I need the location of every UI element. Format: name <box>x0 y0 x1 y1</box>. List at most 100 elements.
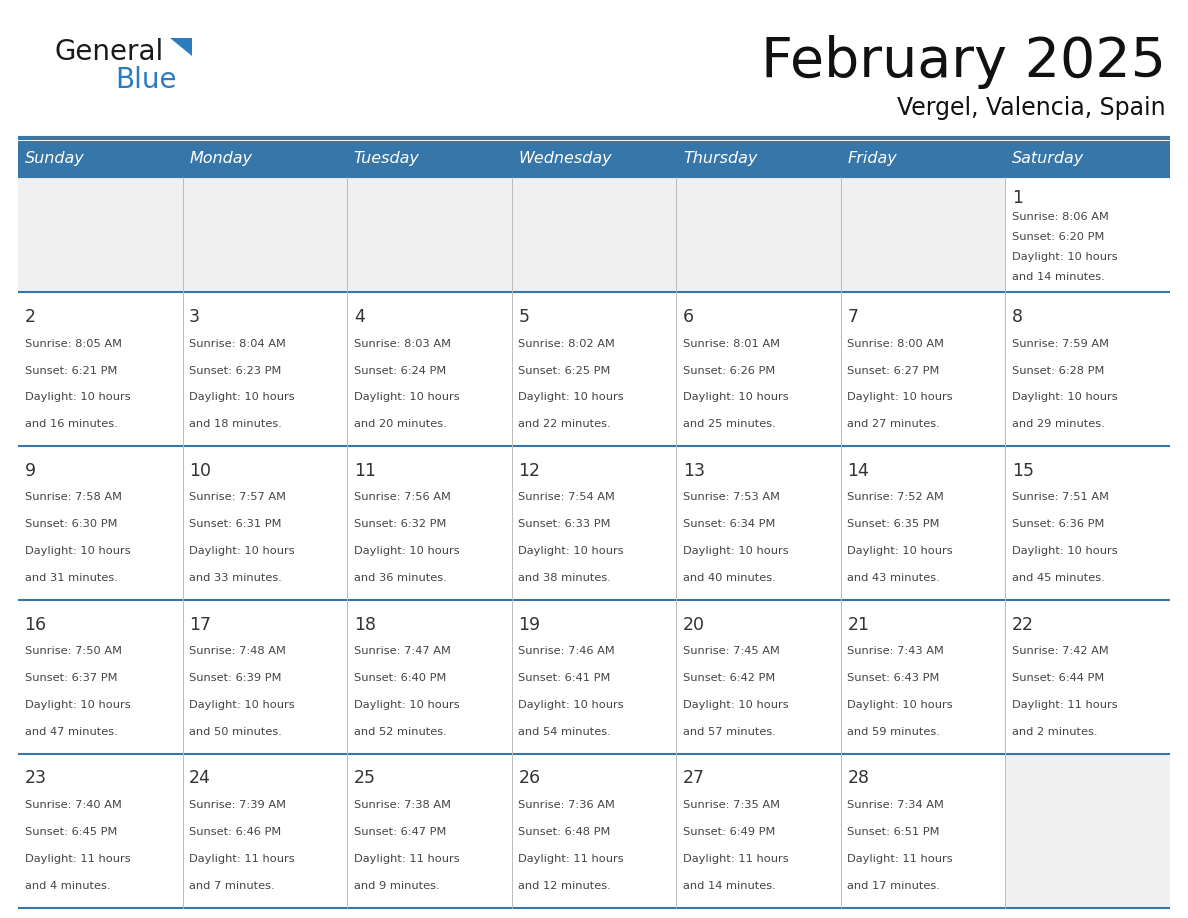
Text: 9: 9 <box>25 462 36 480</box>
Text: and 38 minutes.: and 38 minutes. <box>518 573 611 583</box>
Bar <box>183 293 347 446</box>
Text: Sunset: 6:27 PM: Sunset: 6:27 PM <box>847 365 940 375</box>
Text: Friday: Friday <box>847 151 897 166</box>
Text: Sunrise: 7:57 AM: Sunrise: 7:57 AM <box>189 492 286 502</box>
Text: Sunset: 6:35 PM: Sunset: 6:35 PM <box>847 520 940 530</box>
Text: Daylight: 11 hours: Daylight: 11 hours <box>354 854 460 864</box>
Text: Sunset: 6:20 PM: Sunset: 6:20 PM <box>1012 232 1105 241</box>
Text: and 50 minutes.: and 50 minutes. <box>189 727 282 737</box>
Text: 21: 21 <box>847 616 870 633</box>
Text: Sunrise: 7:59 AM: Sunrise: 7:59 AM <box>1012 339 1110 349</box>
Text: Daylight: 10 hours: Daylight: 10 hours <box>847 546 953 556</box>
Text: 17: 17 <box>189 616 211 633</box>
Text: and 43 minutes.: and 43 minutes. <box>847 573 940 583</box>
Text: 13: 13 <box>683 462 704 480</box>
Text: and 52 minutes.: and 52 minutes. <box>354 727 447 737</box>
Text: Sunset: 6:21 PM: Sunset: 6:21 PM <box>25 365 116 375</box>
Text: Daylight: 10 hours: Daylight: 10 hours <box>1012 546 1118 556</box>
Text: and 14 minutes.: and 14 minutes. <box>1012 273 1105 282</box>
Text: Sunset: 6:25 PM: Sunset: 6:25 PM <box>518 365 611 375</box>
Text: Thursday: Thursday <box>683 151 757 166</box>
Bar <box>183 600 347 754</box>
Text: General: General <box>55 38 164 66</box>
Text: Daylight: 11 hours: Daylight: 11 hours <box>518 854 624 864</box>
Text: Sunset: 6:45 PM: Sunset: 6:45 PM <box>25 827 116 837</box>
Text: Daylight: 10 hours: Daylight: 10 hours <box>683 546 789 556</box>
Bar <box>18 446 183 600</box>
Bar <box>183 177 347 293</box>
Text: Sunset: 6:31 PM: Sunset: 6:31 PM <box>189 520 282 530</box>
Text: Daylight: 10 hours: Daylight: 10 hours <box>683 700 789 711</box>
Text: Daylight: 10 hours: Daylight: 10 hours <box>354 546 460 556</box>
Text: Sunrise: 7:43 AM: Sunrise: 7:43 AM <box>847 646 944 656</box>
Text: and 17 minutes.: and 17 minutes. <box>847 881 941 891</box>
Text: 5: 5 <box>518 308 530 326</box>
Bar <box>18 600 183 754</box>
Text: Daylight: 10 hours: Daylight: 10 hours <box>354 700 460 711</box>
Text: and 31 minutes.: and 31 minutes. <box>25 573 118 583</box>
Text: 3: 3 <box>189 308 200 326</box>
Text: Monday: Monday <box>189 151 252 166</box>
Text: Sunset: 6:34 PM: Sunset: 6:34 PM <box>683 520 776 530</box>
Text: and 14 minutes.: and 14 minutes. <box>683 881 776 891</box>
Text: and 9 minutes.: and 9 minutes. <box>354 881 440 891</box>
Bar <box>676 754 841 908</box>
Text: Sunrise: 8:05 AM: Sunrise: 8:05 AM <box>25 339 121 349</box>
Text: Sunrise: 7:50 AM: Sunrise: 7:50 AM <box>25 646 121 656</box>
Text: 28: 28 <box>847 769 870 788</box>
Text: and 25 minutes.: and 25 minutes. <box>683 420 776 430</box>
Text: 18: 18 <box>354 616 375 633</box>
Text: Sunrise: 7:52 AM: Sunrise: 7:52 AM <box>847 492 944 502</box>
Text: 26: 26 <box>518 769 541 788</box>
Text: Daylight: 10 hours: Daylight: 10 hours <box>683 393 789 402</box>
Bar <box>18 141 1170 177</box>
Text: and 47 minutes.: and 47 minutes. <box>25 727 118 737</box>
Text: Sunrise: 8:06 AM: Sunrise: 8:06 AM <box>1012 212 1108 221</box>
Text: Sunset: 6:39 PM: Sunset: 6:39 PM <box>189 673 282 683</box>
Text: Daylight: 11 hours: Daylight: 11 hours <box>1012 700 1118 711</box>
Text: Sunrise: 8:03 AM: Sunrise: 8:03 AM <box>354 339 450 349</box>
Bar <box>347 754 512 908</box>
Text: 4: 4 <box>354 308 365 326</box>
Text: Daylight: 10 hours: Daylight: 10 hours <box>518 700 624 711</box>
Text: Sunset: 6:28 PM: Sunset: 6:28 PM <box>1012 365 1105 375</box>
Text: Sunset: 6:47 PM: Sunset: 6:47 PM <box>354 827 447 837</box>
Bar <box>676 177 841 293</box>
Text: February 2025: February 2025 <box>762 35 1165 89</box>
Bar <box>183 754 347 908</box>
Text: Sunset: 6:40 PM: Sunset: 6:40 PM <box>354 673 447 683</box>
Text: 14: 14 <box>847 462 870 480</box>
Text: 6: 6 <box>683 308 694 326</box>
Text: Sunset: 6:36 PM: Sunset: 6:36 PM <box>1012 520 1105 530</box>
Text: Wednesday: Wednesday <box>518 151 612 166</box>
Text: Sunset: 6:37 PM: Sunset: 6:37 PM <box>25 673 118 683</box>
Text: 20: 20 <box>683 616 704 633</box>
Text: 2: 2 <box>25 308 36 326</box>
Text: Sunset: 6:42 PM: Sunset: 6:42 PM <box>683 673 775 683</box>
Text: Blue: Blue <box>115 66 177 94</box>
Text: Sunrise: 7:56 AM: Sunrise: 7:56 AM <box>354 492 450 502</box>
Text: Daylight: 10 hours: Daylight: 10 hours <box>518 546 624 556</box>
Text: Sunset: 6:51 PM: Sunset: 6:51 PM <box>847 827 940 837</box>
Text: 25: 25 <box>354 769 375 788</box>
Text: Sunset: 6:41 PM: Sunset: 6:41 PM <box>518 673 611 683</box>
Text: Daylight: 11 hours: Daylight: 11 hours <box>189 854 295 864</box>
Text: and 33 minutes.: and 33 minutes. <box>189 573 282 583</box>
Text: 7: 7 <box>847 308 859 326</box>
Text: Daylight: 10 hours: Daylight: 10 hours <box>1012 252 1118 262</box>
Text: 1: 1 <box>1012 188 1023 207</box>
Bar <box>183 446 347 600</box>
Text: Sunrise: 7:46 AM: Sunrise: 7:46 AM <box>518 646 615 656</box>
Bar <box>512 754 676 908</box>
Bar <box>347 600 512 754</box>
Text: Sunset: 6:46 PM: Sunset: 6:46 PM <box>189 827 282 837</box>
Text: Sunset: 6:32 PM: Sunset: 6:32 PM <box>354 520 447 530</box>
Text: Sunrise: 7:40 AM: Sunrise: 7:40 AM <box>25 800 121 811</box>
Text: Sunset: 6:43 PM: Sunset: 6:43 PM <box>847 673 940 683</box>
Text: Sunrise: 7:36 AM: Sunrise: 7:36 AM <box>518 800 615 811</box>
Text: Daylight: 10 hours: Daylight: 10 hours <box>25 393 131 402</box>
Text: Daylight: 10 hours: Daylight: 10 hours <box>25 700 131 711</box>
Text: 24: 24 <box>189 769 211 788</box>
Bar <box>1005 600 1170 754</box>
Bar <box>841 754 1005 908</box>
